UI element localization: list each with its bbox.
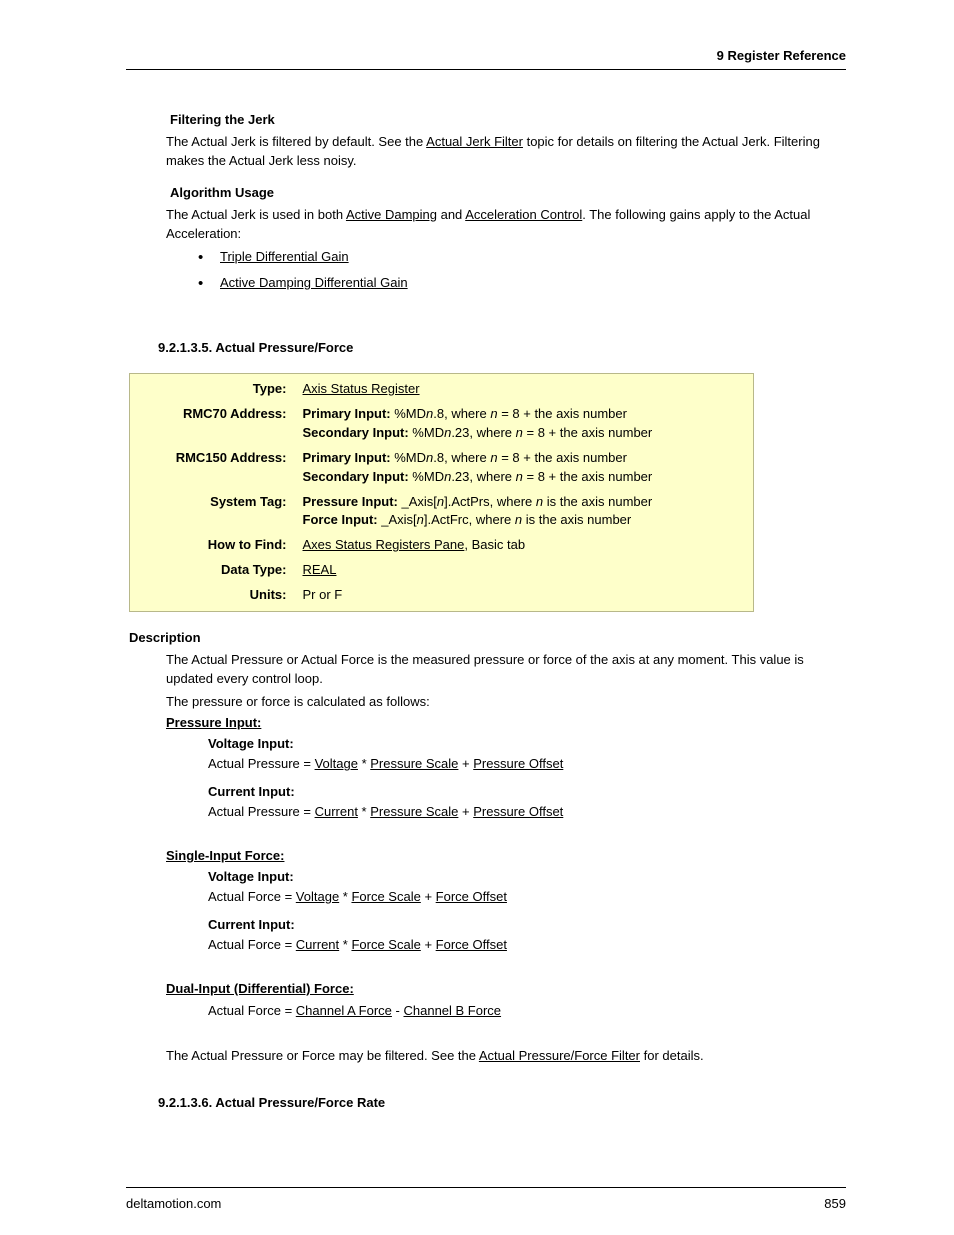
units-value: Pr or F: [297, 583, 754, 611]
pressure-current-formula: Actual Pressure = Current * Pressure Sca…: [208, 803, 846, 822]
description-p1: The Actual Pressure or Actual Force is t…: [166, 651, 846, 689]
page-header: 9 Register Reference: [126, 48, 846, 70]
channel-b-force-link[interactable]: Channel B Force: [403, 1003, 501, 1018]
axes-status-registers-pane-link[interactable]: Axes Status Registers Pane: [303, 537, 465, 552]
actual-pressure-force-filter-link[interactable]: Actual Pressure/Force Filter: [479, 1048, 640, 1063]
algorithm-paragraph: The Actual Jerk is used in both Active D…: [166, 206, 846, 244]
rmc150-value: Primary Input: %MDn.8, where n = 8 + the…: [297, 446, 754, 490]
filtering-paragraph: The Actual Jerk is filtered by default. …: [166, 133, 846, 171]
pressure-offset-link[interactable]: Pressure Offset: [473, 804, 563, 819]
filtering-heading: Filtering the Jerk: [170, 112, 846, 127]
real-type-link[interactable]: REAL: [303, 562, 337, 577]
rmc70-value: Primary Input: %MDn.8, where n = 8 + the…: [297, 402, 754, 446]
force-scale-link[interactable]: Force Scale: [351, 889, 420, 904]
current-input-heading: Current Input:: [208, 784, 846, 799]
units-label: Units:: [130, 583, 297, 611]
page-footer: deltamotion.com 859: [126, 1187, 846, 1211]
pressure-scale-link[interactable]: Pressure Scale: [370, 804, 458, 819]
force-scale-link[interactable]: Force Scale: [351, 937, 420, 952]
howto-label: How to Find:: [130, 533, 297, 558]
force-offset-link[interactable]: Force Offset: [436, 889, 507, 904]
acceleration-control-link[interactable]: Acceleration Control: [465, 207, 582, 222]
actual-jerk-filter-link[interactable]: Actual Jerk Filter: [426, 134, 523, 149]
voltage-link[interactable]: Voltage: [315, 756, 358, 771]
datatype-label: Data Type:: [130, 558, 297, 583]
pressure-offset-link[interactable]: Pressure Offset: [473, 756, 563, 771]
pressure-scale-link[interactable]: Pressure Scale: [370, 756, 458, 771]
description-heading: Description: [129, 630, 846, 645]
triple-differential-gain-link[interactable]: Triple Differential Gain: [220, 249, 349, 264]
force-voltage-formula: Actual Force = Voltage * Force Scale + F…: [208, 888, 846, 907]
voltage-input-heading: Voltage Input:: [208, 736, 846, 751]
system-tag-value: Pressure Input: _Axis[n].ActPrs, where n…: [297, 490, 754, 534]
current-link[interactable]: Current: [296, 937, 339, 952]
dual-input-force-heading: Dual-Input (Differential) Force:: [166, 981, 846, 996]
force-offset-link[interactable]: Force Offset: [436, 937, 507, 952]
description-p2: The pressure or force is calculated as f…: [166, 693, 846, 712]
datatype-value: REAL: [297, 558, 754, 583]
voltage-input-heading-2: Voltage Input:: [208, 869, 846, 884]
voltage-link[interactable]: Voltage: [296, 889, 339, 904]
force-current-formula: Actual Force = Current * Force Scale + F…: [208, 936, 846, 955]
chapter-title: 9 Register Reference: [717, 48, 846, 63]
current-input-heading-2: Current Input:: [208, 917, 846, 932]
active-damping-link[interactable]: Active Damping: [346, 207, 437, 222]
pressure-input-heading: Pressure Input:: [166, 715, 846, 730]
document-page: 9 Register Reference Filtering the Jerk …: [0, 0, 954, 1235]
axis-status-register-link[interactable]: Axis Status Register: [303, 381, 420, 396]
rmc70-label: RMC70 Address:: [130, 402, 297, 446]
dual-force-formula: Actual Force = Channel A Force - Channel…: [208, 1002, 846, 1021]
single-input-force-heading: Single-Input Force:: [166, 848, 846, 863]
footer-page-number: 859: [824, 1196, 846, 1211]
gain-list: Triple Differential Gain Active Damping …: [190, 247, 846, 292]
filter-paragraph: The Actual Pressure or Force may be filt…: [166, 1047, 846, 1066]
type-label: Type:: [130, 374, 297, 402]
pressure-voltage-formula: Actual Pressure = Voltage * Pressure Sca…: [208, 755, 846, 774]
current-link[interactable]: Current: [315, 804, 358, 819]
howto-value: Axes Status Registers Pane, Basic tab: [297, 533, 754, 558]
channel-a-force-link[interactable]: Channel A Force: [296, 1003, 392, 1018]
list-item: Triple Differential Gain: [190, 247, 846, 267]
type-value: Axis Status Register: [297, 374, 754, 402]
active-damping-diff-gain-link[interactable]: Active Damping Differential Gain: [220, 275, 408, 290]
system-tag-label: System Tag:: [130, 490, 297, 534]
list-item: Active Damping Differential Gain: [190, 273, 846, 293]
section-9-2-1-3-5-heading: 9.2.1.3.5. Actual Pressure/Force: [158, 340, 846, 355]
register-info-table: Type: Axis Status Register RMC70 Address…: [129, 373, 754, 611]
footer-site: deltamotion.com: [126, 1196, 221, 1211]
section-9-2-1-3-6-heading: 9.2.1.3.6. Actual Pressure/Force Rate: [158, 1095, 846, 1110]
rmc150-label: RMC150 Address:: [130, 446, 297, 490]
algorithm-heading: Algorithm Usage: [170, 185, 846, 200]
